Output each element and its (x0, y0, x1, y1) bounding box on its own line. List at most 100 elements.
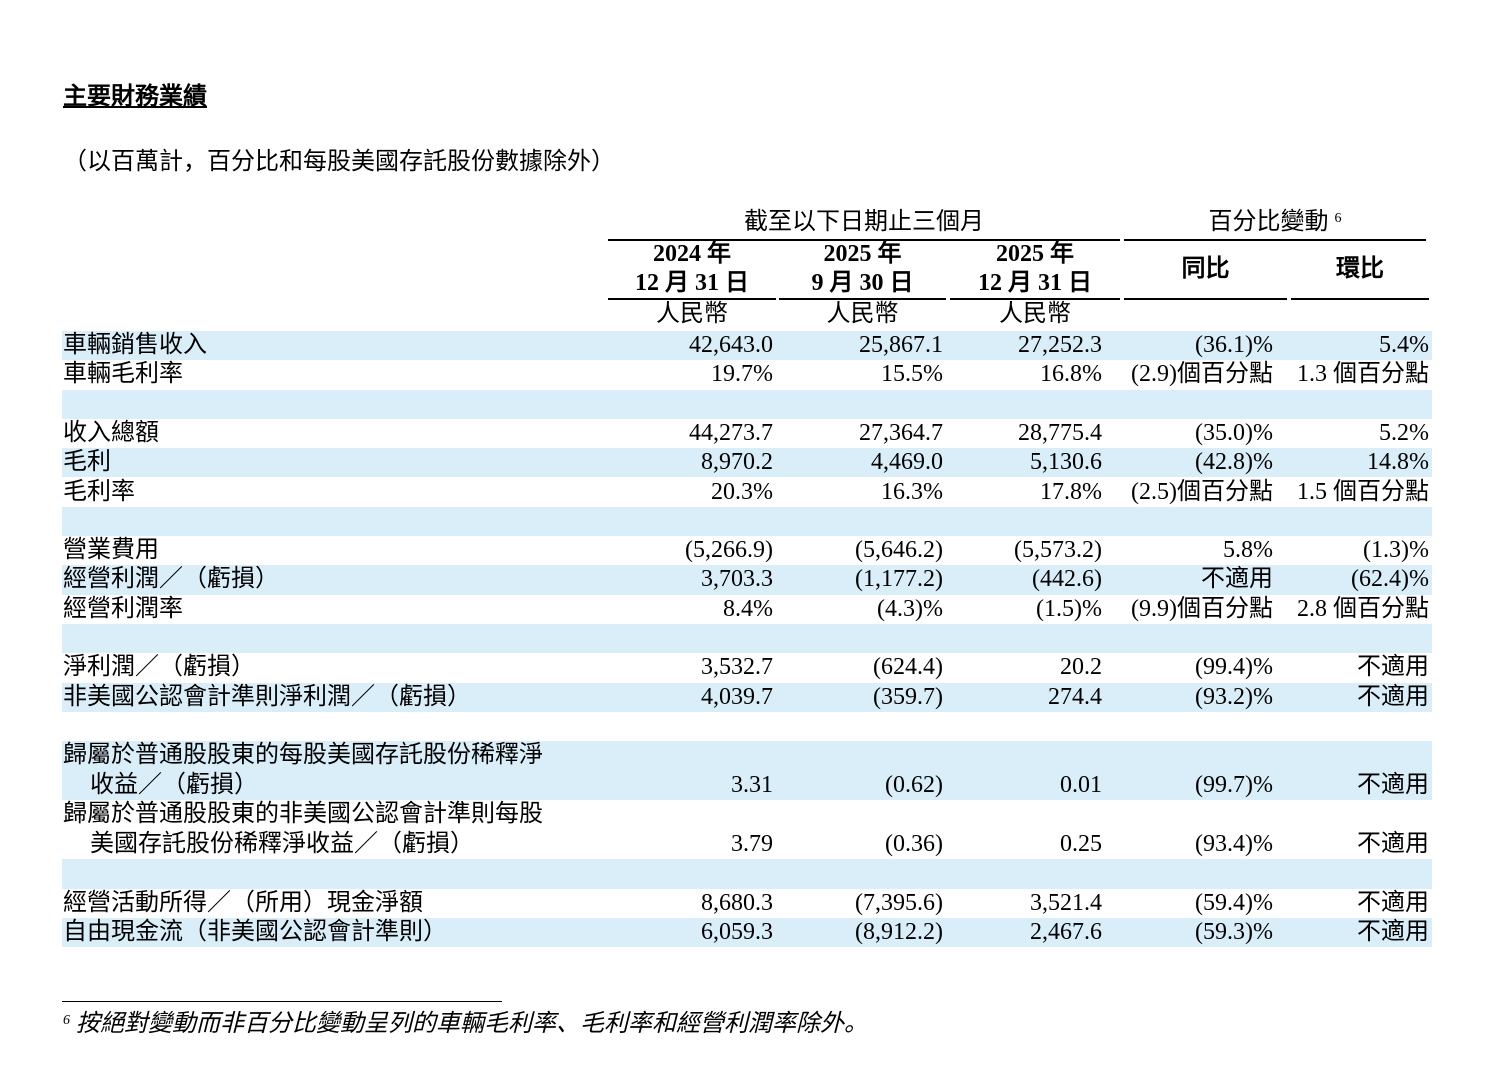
currency: 人民幣 (999, 301, 1071, 327)
cell: (36.1)% (1195, 332, 1273, 358)
footnote-ref: 6 (63, 1013, 70, 1028)
cell: 3.79 (731, 830, 773, 857)
cell: (1,177.2) (855, 566, 943, 593)
cell: (2.5)個百分點 (1131, 478, 1273, 505)
column-header: 2025 年 (996, 241, 1074, 267)
row-label: 經營利潤率 (63, 595, 183, 622)
subtitle: （以百萬計，百分比和每股美國存託股份數據除外） (63, 149, 615, 175)
row-label: 營業費用 (63, 537, 159, 564)
cell: 不適用 (1357, 683, 1429, 710)
column-header: 環比 (1336, 256, 1384, 282)
row-shade (62, 565, 1432, 595)
cell: 15.5% (881, 361, 943, 388)
cell: 14.8% (1367, 449, 1429, 476)
header-rule (1124, 239, 1426, 241)
cell: 20.2 (1060, 654, 1102, 681)
column-header: 12 月 31 日 (978, 270, 1092, 296)
cell: (8,912.2) (855, 919, 943, 945)
cell: 4,469.0 (871, 449, 943, 476)
row-shade (62, 741, 1432, 801)
cell: 16.8% (1040, 361, 1102, 388)
row-label: 毛利 (63, 449, 111, 476)
cell: 不適用 (1357, 889, 1429, 916)
cell: (359.7) (873, 683, 943, 710)
currency: 人民幣 (826, 301, 899, 327)
header-rule (779, 298, 946, 300)
header-rule (950, 298, 1120, 300)
currency: 人民幣 (656, 301, 728, 327)
cell: (442.6) (1032, 566, 1102, 593)
row-label: 自由現金流（非美國公認會計準則） (63, 919, 447, 945)
cell: (42.8)% (1195, 449, 1273, 476)
row-label: 收入總額 (63, 419, 159, 446)
cell: 1.5 個百分點 (1297, 478, 1429, 505)
row-shade (62, 859, 1432, 889)
header-rule (608, 239, 1120, 241)
cell: (1.3)% (1363, 537, 1429, 564)
row-shade (62, 448, 1432, 478)
row-shade (62, 331, 1432, 361)
column-header: 同比 (1181, 256, 1230, 282)
cell: 不適用 (1357, 919, 1429, 945)
cell: 3,521.4 (1030, 889, 1102, 916)
cell: (5,266.9) (685, 537, 773, 564)
cell: 2.8 個百分點 (1297, 595, 1429, 622)
row-shade (62, 918, 1432, 948)
cell: 不適用 (1357, 830, 1429, 857)
title: 主要財務業績 (63, 84, 207, 110)
cell: 不適用 (1201, 566, 1273, 593)
cell: (0.36) (885, 830, 943, 857)
cell: 42,643.0 (689, 332, 773, 358)
cell: (1.5)% (1036, 595, 1102, 622)
cell: 5.2% (1379, 419, 1429, 446)
row-shade (62, 682, 1432, 712)
row-label: 美國存託股份稀釋淨收益／（虧損） (90, 830, 474, 857)
cell: 4,039.7 (701, 683, 773, 710)
header-rule (1291, 298, 1429, 300)
row-label: 經營活動所得／（所用）現金淨額 (63, 889, 423, 916)
row-label: 車輛毛利率 (63, 361, 183, 388)
cell: (35.0)% (1195, 419, 1273, 446)
cell: 5.8% (1223, 537, 1273, 564)
cell: 44,273.7 (689, 419, 773, 446)
cell: (5,573.2) (1014, 537, 1102, 564)
row-label: 歸屬於普通股股東的非美國公認會計準則每股 (63, 801, 543, 828)
cell: 274.4 (1048, 683, 1102, 710)
cell: 6,059.3 (701, 919, 773, 945)
cell: 不適用 (1357, 771, 1429, 798)
row-label: 毛利率 (63, 478, 135, 505)
cell: 5,130.6 (1030, 449, 1102, 476)
cell: 5.4% (1379, 332, 1429, 358)
cell: (624.4) (873, 654, 943, 681)
cell: (5,646.2) (855, 537, 943, 564)
cell: (2.9)個百分點 (1131, 361, 1273, 388)
cell: (93.4)% (1195, 830, 1273, 857)
cell: 27,252.3 (1018, 332, 1102, 358)
group-header: 截至以下日期止三個月 (608, 208, 1120, 237)
cell: 19.7% (711, 361, 773, 388)
column-header: 2025 年 (823, 241, 902, 267)
cell: (9.9)個百分點 (1131, 595, 1273, 622)
row-shade (62, 389, 1432, 419)
group-header-text: 截至以下日期止三個月 (744, 209, 984, 235)
cell: 8,680.3 (701, 889, 773, 916)
cell: (59.4)% (1195, 889, 1273, 916)
column-header: 9 月 30 日 (811, 270, 914, 296)
cell: (99.7)% (1195, 771, 1273, 798)
cell: 16.3% (881, 478, 943, 505)
row-label: 經營利潤／（虧損） (63, 566, 279, 593)
cell: 20.3% (711, 478, 773, 505)
cell: (62.4)% (1351, 566, 1429, 593)
footnote-text: 按絕對變動而非百分比變動呈列的車輛毛利率、毛利率和經營利潤率除外。 (76, 1011, 868, 1037)
cell: 25,867.1 (859, 332, 943, 358)
row-label: 收益／（虧損） (90, 771, 258, 798)
cell: 28,775.4 (1018, 419, 1102, 446)
cell: (99.4)% (1195, 654, 1273, 681)
cell: (0.62) (885, 771, 943, 798)
cell: (59.3)% (1195, 919, 1273, 945)
cell: 1.3 個百分點 (1297, 361, 1429, 388)
row-label: 非美國公認會計準則淨利潤／（虧損） (63, 683, 471, 710)
cell: 2,467.6 (1030, 919, 1102, 945)
cell: (93.2)% (1195, 683, 1273, 710)
